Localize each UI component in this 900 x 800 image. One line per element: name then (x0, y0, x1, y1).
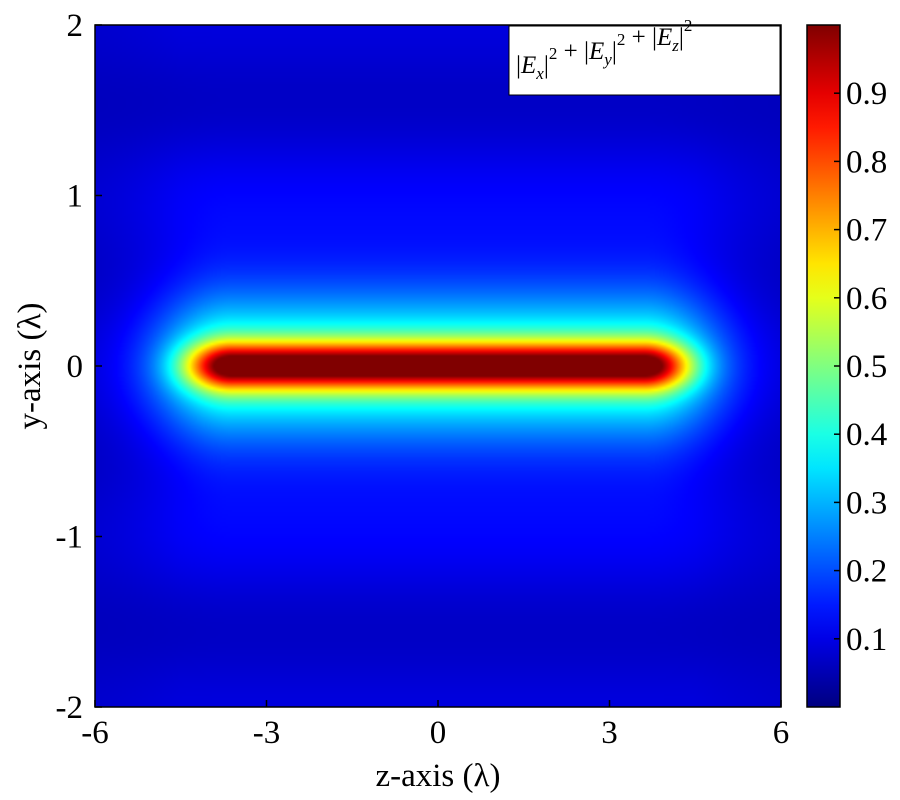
y-tick-label: -2 (56, 690, 84, 726)
colorbar-tick-label: 0.5 (846, 349, 887, 385)
legend-subscript: y (602, 50, 612, 69)
heatmap-plot (94, 24, 782, 708)
legend-superscript: 2 (684, 16, 693, 35)
colorbar-tick-label: 0.6 (846, 281, 887, 317)
x-axis-label: z-axis (λ) (375, 758, 500, 794)
legend-field-letter: E (520, 52, 536, 79)
y-tick-label: 2 (67, 8, 84, 44)
x-tick-label: -6 (81, 715, 109, 751)
x-tick-label: 3 (601, 715, 618, 751)
heatmap-image (95, 25, 781, 707)
x-tick-label: 0 (430, 715, 447, 751)
legend-superscript: 2 (617, 30, 626, 49)
y-axis-label: y-axis (λ) (12, 303, 48, 430)
legend-field-letter: E (656, 24, 672, 51)
legend-subscript: x (535, 64, 544, 83)
legend-formula: |Ex|2 + |Ey|2 + |Ez|2 (516, 16, 692, 83)
y-tick-label: -1 (56, 520, 84, 556)
x-axis-ticks: -6 -3 0 3 6 (81, 700, 789, 751)
y-axis-ticks: -2 -1 0 1 2 (56, 8, 102, 726)
legend: |Ex|2 + |Ey|2 + |Ez|2 (508, 16, 781, 96)
legend-subscript: z (671, 36, 679, 55)
legend-superscript: 2 (549, 44, 558, 63)
colorbar-ticks: 0.1 0.2 0.3 0.4 0.5 0.6 0.7 0.8 0.9 (834, 76, 887, 658)
colorbar-tick-label: 0.8 (846, 144, 887, 180)
x-tick-label: 6 (773, 715, 790, 751)
colorbar-tick-label: 0.9 (846, 76, 887, 112)
legend-field-letter: E (588, 38, 604, 65)
colorbar-tick-label: 0.1 (846, 622, 887, 658)
legend-operator: + (625, 24, 652, 51)
colorbar: 0.1 0.2 0.3 0.4 0.5 0.6 0.7 0.8 0.9 (806, 24, 887, 708)
x-tick-label: -3 (253, 715, 281, 751)
legend-operator: + (557, 38, 584, 65)
colorbar-tick-label: 0.3 (846, 485, 887, 521)
colorbar-tick-label: 0.4 (846, 417, 887, 453)
y-tick-label: 0 (67, 349, 84, 385)
colorbar-tick-label: 0.7 (846, 213, 887, 249)
legend-box (508, 25, 781, 96)
colorbar-tick-label: 0.2 (846, 554, 887, 590)
y-tick-label: 1 (67, 179, 84, 215)
